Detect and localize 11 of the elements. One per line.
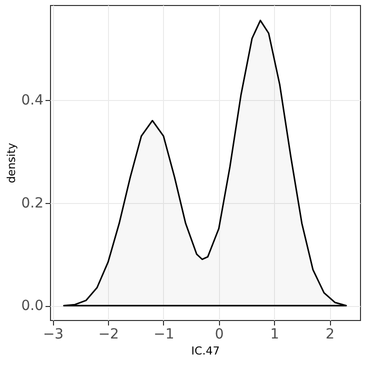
y-axis-title: density (5, 142, 18, 184)
x-tick-label: −2 (98, 326, 119, 342)
x-tick-label: 1 (270, 326, 280, 342)
x-axis-title: IC.47 (191, 344, 220, 358)
y-tick-label: 0.0 (21, 298, 44, 314)
y-tick-label: 0.2 (21, 195, 44, 212)
y-tick-label: 0.4 (21, 92, 44, 109)
x-tick-label: 0 (214, 326, 224, 342)
x-tick-label: −1 (154, 326, 174, 342)
x-tick-label: 2 (326, 326, 335, 342)
x-tick-label: −3 (42, 326, 64, 342)
